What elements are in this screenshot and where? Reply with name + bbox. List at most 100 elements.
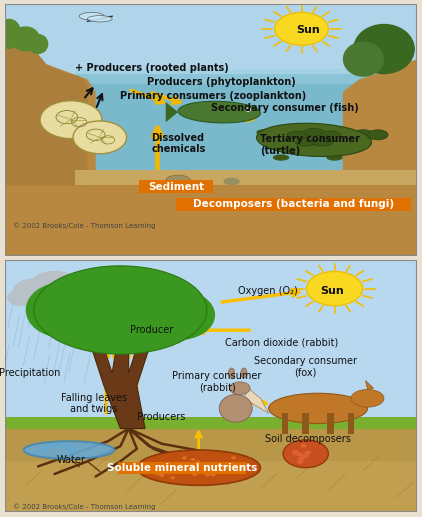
Ellipse shape [0, 19, 22, 49]
Circle shape [242, 467, 247, 470]
Ellipse shape [137, 450, 260, 485]
FancyBboxPatch shape [5, 180, 417, 256]
Circle shape [201, 457, 206, 460]
Ellipse shape [7, 288, 36, 306]
Text: Producer: Producer [130, 325, 173, 335]
Circle shape [292, 445, 299, 448]
Circle shape [240, 470, 245, 473]
Circle shape [73, 121, 127, 154]
Circle shape [244, 478, 249, 481]
Ellipse shape [141, 290, 215, 340]
Polygon shape [343, 59, 417, 185]
Polygon shape [5, 34, 96, 256]
Circle shape [226, 460, 231, 463]
Circle shape [245, 108, 252, 112]
Circle shape [235, 468, 239, 471]
Ellipse shape [166, 175, 190, 185]
Polygon shape [365, 381, 374, 389]
Circle shape [40, 101, 102, 139]
Text: Oxygen (O₂): Oxygen (O₂) [238, 286, 298, 296]
Text: Secondary consumer (fish): Secondary consumer (fish) [211, 103, 359, 113]
Circle shape [275, 12, 328, 45]
FancyBboxPatch shape [5, 4, 417, 256]
Circle shape [304, 450, 310, 454]
FancyBboxPatch shape [282, 414, 288, 434]
FancyBboxPatch shape [5, 417, 417, 429]
Circle shape [305, 459, 312, 463]
FancyBboxPatch shape [118, 462, 246, 474]
Text: Sediment: Sediment [148, 181, 204, 191]
Circle shape [290, 449, 296, 453]
FancyBboxPatch shape [303, 414, 309, 434]
Ellipse shape [32, 271, 77, 294]
Polygon shape [166, 102, 178, 122]
Ellipse shape [223, 178, 240, 185]
Circle shape [296, 453, 303, 458]
Text: Dissolved
chemicals: Dissolved chemicals [151, 133, 206, 155]
Circle shape [293, 448, 299, 452]
Ellipse shape [355, 129, 372, 135]
Circle shape [227, 469, 231, 473]
Ellipse shape [71, 266, 153, 303]
FancyBboxPatch shape [139, 180, 213, 193]
Text: Sun: Sun [321, 286, 344, 296]
Ellipse shape [241, 368, 247, 378]
Polygon shape [92, 348, 149, 429]
Text: Producers (phytoplankton): Producers (phytoplankton) [147, 77, 296, 87]
Ellipse shape [320, 131, 341, 139]
Circle shape [160, 473, 165, 476]
Circle shape [152, 473, 157, 476]
Text: © 2002 Brooks/Cole - Thomson Learning: © 2002 Brooks/Cole - Thomson Learning [14, 504, 156, 510]
Ellipse shape [59, 275, 100, 295]
Text: © 2002 Brooks/Cole - Thomson Learning: © 2002 Brooks/Cole - Thomson Learning [14, 222, 156, 229]
Ellipse shape [28, 34, 48, 54]
Text: Carbon dioxide (rabbit): Carbon dioxide (rabbit) [225, 338, 339, 348]
Text: Falling leaves
and twigs: Falling leaves and twigs [60, 392, 127, 414]
Circle shape [246, 109, 250, 111]
Circle shape [197, 467, 202, 470]
Circle shape [160, 457, 164, 460]
FancyBboxPatch shape [176, 198, 411, 210]
Ellipse shape [228, 368, 235, 378]
Circle shape [162, 463, 167, 465]
FancyBboxPatch shape [348, 414, 354, 434]
Text: Precipitation: Precipitation [0, 368, 60, 378]
Circle shape [308, 452, 315, 456]
Circle shape [176, 459, 181, 462]
Ellipse shape [326, 155, 343, 161]
Ellipse shape [26, 282, 100, 338]
Text: Water: Water [57, 455, 85, 465]
Ellipse shape [230, 382, 250, 394]
Ellipse shape [353, 24, 415, 74]
Ellipse shape [304, 129, 324, 136]
Ellipse shape [269, 393, 368, 423]
FancyBboxPatch shape [75, 170, 417, 185]
FancyBboxPatch shape [5, 260, 417, 512]
Circle shape [179, 466, 184, 469]
Ellipse shape [34, 266, 207, 354]
Ellipse shape [273, 155, 289, 161]
Text: + Producers (rooted plants): + Producers (rooted plants) [75, 63, 229, 73]
FancyBboxPatch shape [75, 69, 417, 84]
Ellipse shape [219, 394, 252, 422]
Polygon shape [5, 34, 87, 256]
Text: Primary consumers (zooplankton): Primary consumers (zooplankton) [120, 90, 307, 101]
Circle shape [306, 271, 362, 306]
Ellipse shape [343, 41, 384, 77]
Circle shape [174, 478, 179, 481]
Circle shape [165, 464, 170, 467]
Polygon shape [75, 74, 417, 185]
Ellipse shape [83, 281, 116, 299]
Text: Sun: Sun [296, 25, 319, 35]
Circle shape [185, 466, 190, 469]
Ellipse shape [11, 26, 40, 52]
Text: Tertiary consumer
(turtle): Tertiary consumer (turtle) [260, 134, 360, 156]
Ellipse shape [351, 389, 384, 407]
Ellipse shape [87, 16, 112, 22]
Circle shape [150, 468, 155, 471]
Text: Soluble mineral nutrients: Soluble mineral nutrients [107, 463, 257, 473]
Text: Producers: Producers [138, 412, 186, 422]
Ellipse shape [14, 279, 54, 301]
Ellipse shape [287, 131, 308, 139]
Ellipse shape [24, 441, 114, 459]
